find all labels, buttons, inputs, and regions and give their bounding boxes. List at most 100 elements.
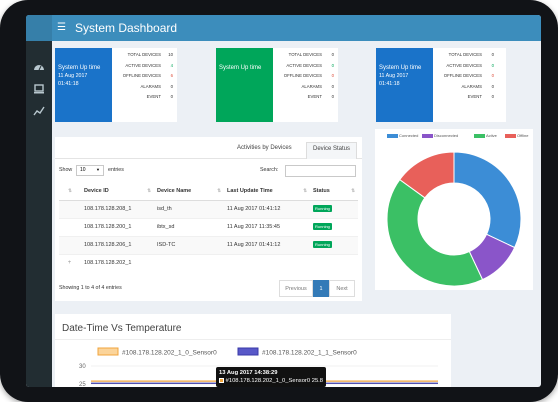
chart-title: Date-Time Vs Temperature xyxy=(62,323,182,334)
tooltip-row: #108.178.128.202_1_0_Sensor0 25.8 xyxy=(219,377,323,385)
table-row[interactable]: 108.178.128.206_1 ISD-TC 11 Aug 2017 01:41… xyxy=(59,235,358,254)
brand-area xyxy=(26,15,52,41)
stat-row: ALARAMS 0 xyxy=(276,82,336,93)
search-input[interactable] xyxy=(285,165,356,177)
entries-value: 10 xyxy=(80,167,86,173)
tab-activities-by-devices[interactable]: Activities by Devices xyxy=(237,145,292,151)
stat-row: ACTIVE DEVICES 0 xyxy=(436,61,496,72)
uptime-block: System Up time 11 Aug 2017 01:41:18 xyxy=(376,48,433,122)
stat-label: TOTAL DEVICES xyxy=(448,52,482,57)
donut-slice-active[interactable] xyxy=(386,178,484,287)
stat-list: TOTAL DEVICES 10 ACTIVE DEVICES 4 OFFLINE DE… xyxy=(115,50,175,103)
stat-value: 0 xyxy=(491,73,494,78)
previous-page-button[interactable]: Previous xyxy=(279,280,313,297)
stat-label: EVENT xyxy=(307,94,322,99)
menu-toggle-icon[interactable]: ☰ xyxy=(57,22,66,33)
device-status-panel: Activities by Devices Device Status Show… xyxy=(55,137,362,301)
stat-card: System Up time 11 Aug 2017 01:41:18 TOTAL D… xyxy=(55,48,177,122)
tooltip-value: 25.8 xyxy=(311,378,324,384)
stat-label: TOTAL DEVICES xyxy=(127,52,161,57)
stat-value: 0 xyxy=(491,62,494,68)
main-content: System Up time 11 Aug 2017 01:41:18 TOTAL D… xyxy=(52,41,541,387)
stat-row: ACTIVE DEVICES 4 xyxy=(115,61,175,72)
legend-item[interactable]: Disconnected xyxy=(422,133,458,138)
column-device-id[interactable]: Device ID ⇅ xyxy=(81,183,154,201)
device-status-chart-panel: Connected Disconnected Active Offline xyxy=(375,129,533,290)
stat-label: EVENT xyxy=(146,94,161,99)
donut-slice-connected[interactable] xyxy=(453,151,522,249)
legend-item[interactable]: Offline xyxy=(505,133,529,138)
stat-list: TOTAL DEVICES 0 ACTIVE DEVICES 0 OFFLINE DEV… xyxy=(436,50,496,103)
tab-device-status[interactable]: Device Status xyxy=(306,142,358,159)
divider xyxy=(55,339,451,340)
top-navbar: ☰ System Dashboard xyxy=(26,15,541,41)
stat-value: 10 xyxy=(168,52,173,57)
stat-label: ALARAMS xyxy=(301,83,322,89)
stat-value: 0 xyxy=(491,94,494,99)
uptime-block: System Up time xyxy=(216,48,273,122)
legend-item[interactable]: #108.178.128.202_1_0_Sensor0 xyxy=(97,347,217,357)
legend-label: Connected xyxy=(399,133,419,138)
device-name xyxy=(154,253,224,272)
legend-swatch xyxy=(505,133,516,138)
chart-icon[interactable] xyxy=(33,105,45,117)
legend-swatch xyxy=(474,133,485,138)
legend-label: Offline xyxy=(517,133,529,138)
table-row[interactable]: 108.178.128.208_1 isd_th 11 Aug 2017 01:41… xyxy=(59,199,358,218)
stat-row: ACTIVE DEVICES 0 xyxy=(276,61,336,72)
device-id: 108.178.128.200_1 xyxy=(81,217,154,236)
y-tick-label: 25 xyxy=(79,382,86,387)
expand-cell xyxy=(59,199,81,218)
stat-card: System Up time TOTAL DEVICES 0 ACTIVE DEVIC… xyxy=(216,48,338,122)
status-cell: Running xyxy=(310,199,358,218)
dashboard-screen: ☰ System Dashboard System Up time 11 Aug … xyxy=(26,15,541,387)
device-id: 108.178.128.206_1 xyxy=(81,235,154,254)
uptime-date: 11 Aug 2017 xyxy=(58,73,88,79)
chevron-down-icon: ▼ xyxy=(96,167,100,172)
legend-label: #108.178.128.202_1_0_Sensor0 xyxy=(122,350,217,357)
column-status[interactable]: Status ⇅ xyxy=(310,183,358,201)
stat-value: 0 xyxy=(491,83,494,89)
page-title: System Dashboard xyxy=(75,21,178,35)
legend-swatch xyxy=(97,347,119,356)
last-update-time: 11 Aug 2017 11:35:45 xyxy=(224,217,310,236)
stat-row: TOTAL DEVICES 0 xyxy=(436,50,496,61)
stat-value: 4 xyxy=(170,62,173,68)
last-update-time: 11 Aug 2017 01:41:12 xyxy=(224,199,310,218)
stat-value: 0 xyxy=(331,94,334,99)
donut-slice-offline[interactable] xyxy=(399,151,455,199)
uptime-title: System Up time xyxy=(58,65,101,71)
legend-label: Active xyxy=(486,133,497,138)
temperature-chart-panel: Date-Time Vs Temperature #108.178.128.20… xyxy=(55,314,451,387)
stat-row: TOTAL DEVICES 0 xyxy=(276,50,336,61)
expand-row-icon[interactable]: + xyxy=(67,260,72,267)
table-row[interactable]: +108.178.128.202_1 xyxy=(59,253,358,272)
devices-icon[interactable] xyxy=(33,83,45,95)
next-page-button[interactable]: Next xyxy=(329,280,355,297)
stat-list: TOTAL DEVICES 0 ACTIVE DEVICES 0 OFFLINE DEV… xyxy=(276,50,336,103)
status-cell: Running xyxy=(310,235,358,254)
legend-item[interactable]: Active xyxy=(474,133,497,138)
stat-label: ACTIVE DEVICES xyxy=(446,62,482,68)
expand-cell[interactable]: + xyxy=(59,253,81,272)
stat-label: ACTIVE DEVICES xyxy=(286,62,322,68)
status-cell xyxy=(310,253,358,272)
stat-row: EVENT 0 xyxy=(115,92,175,103)
stat-row: ALARAMS 0 xyxy=(436,82,496,93)
column-last-update[interactable]: Last Update Time ⇅ xyxy=(224,183,310,201)
stat-label: OFFLINE DEVICES xyxy=(122,73,161,78)
page-1-button[interactable]: 1 xyxy=(313,280,329,297)
column-label: Status xyxy=(313,188,330,195)
dashboard-icon[interactable] xyxy=(33,61,45,73)
entries-select[interactable]: 10 ▼ xyxy=(76,165,104,176)
stat-row: OFFLINE DEVICES 0 xyxy=(436,71,496,82)
expand-column-header[interactable]: ⇅ xyxy=(59,183,81,201)
entries-label: entries xyxy=(108,167,124,173)
legend-item[interactable]: #108.178.128.202_1_1_Sensor0 xyxy=(237,347,357,357)
stat-row: OFFLINE DEVICES 6 xyxy=(115,71,175,82)
device-name: ISD-TC xyxy=(154,235,224,254)
table-row[interactable]: 108.178.128.200_1 ibtx_sd 11 Aug 2017 11:3… xyxy=(59,217,358,236)
legend-item[interactable]: Connected xyxy=(387,133,418,138)
column-device-name[interactable]: Device Name ⇅ xyxy=(154,183,224,201)
pagination: Previous 1 Next xyxy=(279,280,359,297)
